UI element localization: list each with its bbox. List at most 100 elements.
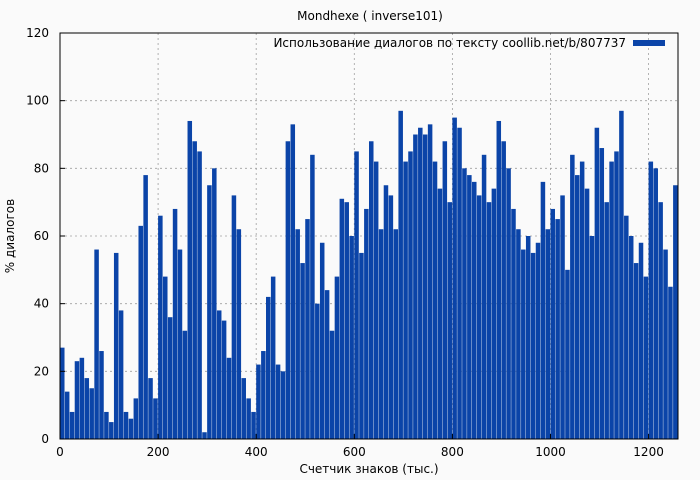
x-axis-title: Счетчик знаков (тыс.) — [299, 462, 438, 476]
bar — [427, 124, 433, 439]
bar — [153, 398, 158, 439]
bar — [550, 208, 555, 439]
bar — [609, 161, 614, 440]
bar — [643, 276, 649, 439]
bar — [202, 432, 207, 439]
bar — [300, 263, 305, 439]
bar — [491, 188, 497, 439]
bar — [344, 202, 349, 439]
bar — [212, 168, 217, 440]
bar — [251, 411, 256, 439]
bar — [109, 422, 114, 439]
bar — [521, 249, 526, 439]
bar — [476, 195, 482, 439]
bar — [133, 398, 139, 439]
bar — [570, 154, 575, 440]
x-tick-label: 200 — [147, 445, 170, 459]
bar — [506, 168, 511, 440]
bar — [628, 236, 634, 439]
y-tick-label: 0 — [41, 432, 49, 446]
bar — [349, 236, 354, 439]
bar — [113, 252, 119, 439]
bar — [525, 236, 531, 439]
bar — [128, 418, 134, 439]
bar — [638, 242, 644, 439]
bar — [658, 202, 663, 439]
bar — [589, 236, 595, 439]
bar — [148, 378, 153, 439]
bar — [94, 249, 99, 439]
bar — [339, 198, 345, 439]
bar — [555, 219, 560, 439]
bar — [197, 151, 202, 439]
bar — [84, 378, 90, 439]
bar — [594, 127, 600, 439]
x-tick-label: 1200 — [633, 445, 664, 459]
bar — [261, 351, 266, 439]
bar — [422, 134, 428, 439]
bar — [579, 161, 585, 440]
bar — [270, 276, 276, 439]
bar — [329, 330, 335, 439]
bar — [69, 411, 75, 439]
bar — [324, 290, 330, 439]
x-tick-label: 800 — [441, 445, 464, 459]
bar — [177, 249, 183, 439]
bar — [408, 151, 413, 439]
bar — [535, 242, 541, 439]
bar — [633, 263, 639, 439]
bar — [99, 351, 104, 439]
bar — [501, 141, 506, 439]
bar — [540, 181, 546, 439]
bar — [403, 161, 408, 440]
x-tick-label: 0 — [56, 445, 64, 459]
bar — [388, 195, 394, 439]
bar — [89, 388, 94, 439]
bar — [447, 202, 452, 439]
bar — [216, 310, 222, 439]
bar — [207, 185, 212, 439]
bar — [413, 134, 418, 439]
bar — [60, 347, 65, 439]
y-tick-label: 20 — [34, 364, 49, 378]
bar — [565, 269, 570, 439]
bar — [467, 175, 472, 439]
bar — [663, 249, 668, 439]
bar — [241, 378, 246, 439]
bar — [437, 188, 443, 439]
bar — [364, 208, 369, 439]
bar — [452, 117, 457, 439]
y-tick-label: 100 — [26, 94, 49, 108]
bar — [673, 185, 678, 439]
x-tick-label: 1000 — [535, 445, 566, 459]
bar — [118, 310, 124, 439]
bar — [192, 141, 197, 439]
bar — [604, 202, 609, 439]
bar — [246, 398, 251, 439]
bar — [266, 296, 271, 439]
x-axis: 0 200 400 600 800 1000 1200 — [56, 434, 664, 459]
bar — [221, 320, 227, 439]
bar — [187, 120, 193, 439]
bar — [393, 229, 399, 439]
bar — [619, 110, 624, 440]
bar — [584, 188, 590, 439]
y-tick-label: 60 — [34, 229, 49, 243]
bar — [668, 286, 673, 439]
bar — [79, 357, 85, 439]
bar — [275, 364, 281, 439]
bar — [462, 168, 467, 440]
bar — [285, 141, 291, 439]
bar — [280, 371, 286, 439]
bar — [373, 161, 379, 440]
bar — [167, 317, 173, 439]
bar — [599, 148, 605, 440]
bar — [236, 229, 242, 439]
bar — [457, 127, 462, 439]
y-axis-title: % диалогов — [3, 199, 17, 273]
bar — [516, 229, 521, 439]
bar — [295, 229, 300, 439]
bar — [614, 151, 619, 439]
bar — [359, 252, 364, 439]
